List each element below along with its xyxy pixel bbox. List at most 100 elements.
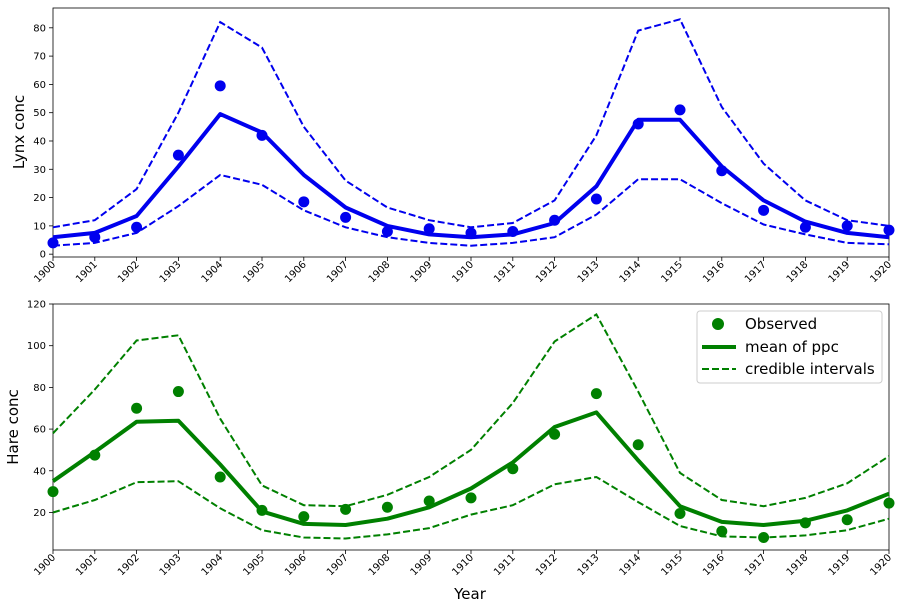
lynx-y-tick-label: 20: [33, 193, 46, 204]
hare-observed-point: [381, 501, 393, 513]
legend: Observed mean of ppc credible intervals: [696, 310, 883, 384]
legend-observed-marker: [712, 318, 724, 330]
lynx-observed-point: [256, 129, 268, 141]
hare-upper-ci-line: [52, 312, 890, 508]
lynx-observed-point: [298, 196, 310, 208]
lynx-observed-point: [381, 226, 393, 238]
lynx-observed-point: [549, 214, 561, 226]
lynx-x-tick-label: 1915: [659, 259, 685, 285]
lynx-x-tick-label: 1920: [868, 259, 894, 285]
hare-y-tick-label: 40: [33, 466, 46, 477]
hare-observed-point: [716, 525, 728, 537]
hare-x-tick-label: 1906: [283, 552, 309, 578]
lynx-observed-point: [47, 237, 59, 249]
hare-observed-point: [841, 514, 853, 526]
lynx-observed-point: [507, 226, 519, 238]
hare-x-tick-label: 1903: [158, 552, 184, 578]
lynx-y-tick-label: 60: [33, 80, 46, 91]
hare-observed-point: [674, 508, 686, 520]
lynx-mean-line: [52, 112, 890, 240]
hare-observed-point: [89, 449, 101, 461]
hare-x-tick-label: 1910: [450, 552, 476, 578]
lynx-y-tick-label: 70: [33, 52, 46, 63]
lynx-x-tick-label: 1911: [492, 259, 518, 285]
hare-x-tick-label: 1915: [659, 552, 685, 578]
hare-observed-point: [632, 439, 644, 451]
lynx-series: [47, 18, 895, 249]
hare-observed-point: [507, 463, 519, 475]
lynx-x-tick-label: 1903: [158, 259, 184, 285]
hare-x-tick-label: 1912: [534, 552, 560, 578]
lynx-y-tick-label: 0: [40, 250, 46, 261]
legend-ci-label: credible intervals: [745, 360, 875, 378]
lynx-x-tick-label: 1913: [576, 259, 602, 285]
hare-observed-point: [423, 495, 435, 507]
lynx-observed-point: [799, 221, 811, 233]
hare-x-tick-label: 1905: [241, 552, 267, 578]
hare-x-tick-label: 1914: [618, 552, 644, 578]
lynx-y-tick-label: 40: [33, 136, 46, 147]
lynx-x-tick-label: 1912: [534, 259, 560, 285]
hare-lower-ci-line: [52, 475, 890, 540]
lynx-upper-ci-line: [52, 18, 890, 229]
hare-observed-point: [131, 402, 143, 414]
hare-x-tick-label: 1919: [827, 552, 853, 578]
lynx-y-axis-label: Lynx conc: [10, 95, 28, 169]
legend-mean-label: mean of ppc: [745, 338, 839, 356]
lynx-observed-point: [716, 165, 728, 177]
legend-box: [696, 310, 883, 384]
hare-x-tick-label: 1918: [785, 552, 811, 578]
hare-observed-point: [549, 428, 561, 440]
lynx-x-tick-label: 1914: [618, 259, 644, 285]
hare-series: [47, 312, 895, 543]
lynx-x-tick-label: 1904: [200, 259, 226, 285]
hare-y-ticks: 20 40 60 80 100 120: [27, 300, 53, 519]
hare-y-tick-label: 60: [33, 425, 46, 436]
hare-observed-point: [340, 503, 352, 515]
hare-observed-point: [47, 486, 59, 498]
lynx-x-tick-label: 1901: [74, 259, 100, 285]
lynx-x-tick-label: 1902: [116, 259, 142, 285]
hare-x-tick-label: 1901: [74, 552, 100, 578]
hare-y-tick-label: 80: [33, 383, 46, 394]
lynx-observed-point: [758, 204, 770, 216]
lynx-observed-point: [172, 149, 184, 161]
hare-y-tick-label: 100: [27, 341, 46, 352]
hare-y-tick-label: 120: [27, 300, 46, 311]
lynx-observed-point: [423, 223, 435, 235]
legend-observed-label: Observed: [745, 315, 817, 333]
hare-observed-point: [465, 492, 477, 504]
hare-observed-point: [883, 497, 895, 509]
lynx-x-tick-label: 1909: [409, 259, 435, 285]
lynx-observed-point: [674, 104, 686, 116]
lynx-x-tick-label: 1908: [367, 259, 393, 285]
hare-x-tick-label: 1911: [492, 552, 518, 578]
hare-x-tick-label: 1909: [409, 552, 435, 578]
hare-y-tick-label: 20: [33, 508, 46, 519]
lynx-y-tick-label: 30: [33, 165, 46, 176]
lynx-observed-point: [214, 80, 226, 92]
lynx-x-tick-label: 1916: [701, 259, 727, 285]
hare-x-tick-label: 1902: [116, 552, 142, 578]
lynx-y-ticks: 0 10 20 30 40 50 60 70 80: [33, 23, 53, 261]
hare-observed-point: [799, 517, 811, 529]
lynx-x-ticks: 1900 1901 1902 1903 1904 1905 1906 1907 1908 1909…: [32, 257, 894, 285]
lynx-observed-point: [590, 193, 602, 205]
lynx-lower-ci-line: [52, 173, 890, 247]
hare-x-tick-label: 1920: [868, 552, 894, 578]
hare-x-tick-label: 1913: [576, 552, 602, 578]
lynx-observed-point: [340, 211, 352, 223]
hare-x-tick-label: 1917: [743, 552, 769, 578]
lynx-observed-point: [632, 118, 644, 130]
lynx-y-tick-label: 50: [33, 108, 46, 119]
lynx-x-tick-label: 1907: [325, 259, 351, 285]
lynx-x-tick-label: 1900: [32, 259, 58, 285]
lynx-x-tick-label: 1910: [450, 259, 476, 285]
lynx-x-tick-label: 1919: [827, 259, 853, 285]
hare-observed-point: [256, 504, 268, 516]
hare-x-tick-label: 1907: [325, 552, 351, 578]
lynx-y-tick-label: 10: [33, 221, 46, 232]
hare-x-axis-label: Year: [453, 585, 487, 603]
